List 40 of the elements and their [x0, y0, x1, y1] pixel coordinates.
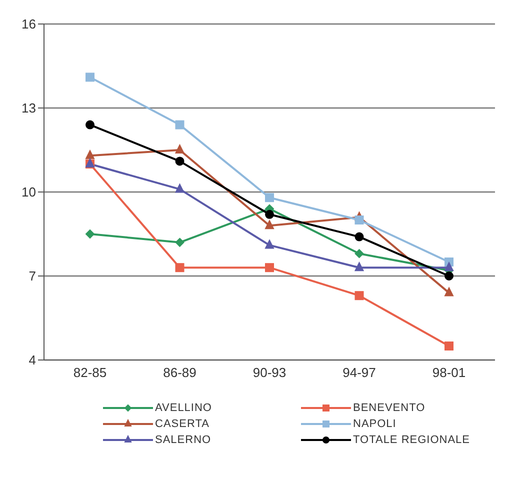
- legend-label: SALERNO: [155, 434, 212, 446]
- x-tick-label: 94-97: [342, 365, 376, 380]
- x-tick-label: 98-01: [432, 365, 466, 380]
- point: [265, 210, 274, 219]
- point: [444, 287, 454, 296]
- point: [354, 249, 364, 258]
- y-tick-label: 4: [28, 352, 36, 368]
- legend-label: AVELLINO: [155, 402, 212, 414]
- y-tick-label: 13: [22, 100, 36, 116]
- point: [175, 184, 184, 193]
- point: [354, 262, 364, 272]
- x-tick-label: 86-89: [163, 365, 196, 380]
- point: [86, 230, 94, 238]
- y-tick-label: 16: [22, 16, 36, 32]
- point: [175, 144, 184, 154]
- x-tick-label: 82-85: [73, 365, 107, 380]
- point: [86, 72, 94, 82]
- legend-label: BENEVENTO: [353, 402, 426, 414]
- point: [444, 342, 454, 350]
- point: [86, 150, 94, 160]
- legend-label: CASERTA: [155, 418, 210, 430]
- x-tick-label: 90-93: [252, 365, 286, 380]
- point: [444, 262, 454, 272]
- point: [265, 240, 274, 249]
- point: [265, 193, 274, 202]
- point: [175, 263, 184, 272]
- point: [265, 263, 274, 272]
- point: [175, 120, 184, 130]
- legend-label: TOTALE REGIONALE: [353, 434, 470, 446]
- point: [175, 238, 184, 247]
- y-tick-label: 10: [22, 184, 36, 200]
- point: [86, 120, 94, 130]
- point: [354, 232, 364, 242]
- point: [265, 220, 274, 230]
- legend-label: NAPOLI: [353, 418, 396, 430]
- point: [354, 291, 364, 300]
- point: [354, 216, 364, 224]
- point: [444, 272, 454, 280]
- y-tick-label: 7: [28, 268, 36, 284]
- point: [175, 156, 184, 166]
